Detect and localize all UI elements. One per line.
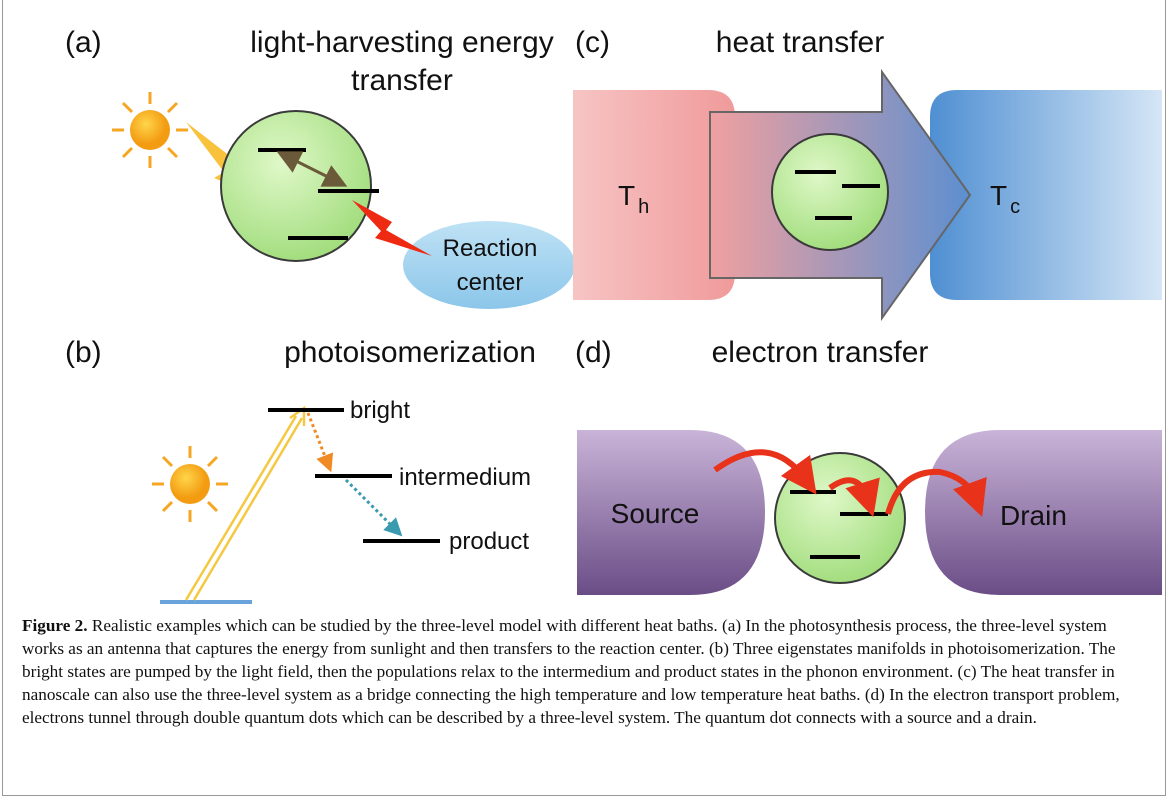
panel-label: (d)	[575, 336, 612, 369]
figure: (a) light-harvesting energy transfer Rea…	[0, 0, 1171, 610]
panel-title: heat transfer	[716, 26, 884, 59]
sun	[152, 446, 228, 522]
panel-label: (a)	[65, 26, 102, 59]
panel-title: electron transfer	[712, 336, 929, 369]
drain-label: Drain	[1000, 500, 1067, 531]
level-label: product	[449, 528, 529, 555]
symbol: T	[618, 180, 635, 211]
target-text: center	[457, 269, 524, 296]
three-level-system	[772, 134, 888, 250]
subscript: c	[1010, 196, 1020, 218]
panel-label: (c)	[575, 26, 610, 59]
subscript: h	[638, 196, 649, 218]
level-label: bright	[350, 397, 410, 424]
page: {"panels":[ {"label":"(a)","title_lines"…	[0, 0, 1171, 802]
pump-arrow	[186, 408, 304, 600]
caption: Figure 2. Realistic examples which can b…	[22, 614, 1150, 729]
source-label: Source	[611, 498, 700, 529]
relax-arrow	[346, 480, 396, 530]
panel-title: transfer	[351, 64, 453, 97]
level-label: intermedium	[399, 464, 531, 491]
relax-arrow	[308, 413, 328, 464]
sun	[112, 92, 188, 168]
panel-title: photoisomerization	[284, 336, 536, 369]
panel-label: (b)	[65, 336, 102, 369]
target-text: Reaction	[443, 235, 538, 262]
caption-label: Figure 2.	[22, 616, 88, 635]
panel-title: light-harvesting energy	[250, 26, 554, 59]
caption-text: Realistic examples which can be studied …	[22, 616, 1120, 727]
quantum-dot	[775, 453, 905, 583]
symbol: T	[990, 180, 1007, 211]
